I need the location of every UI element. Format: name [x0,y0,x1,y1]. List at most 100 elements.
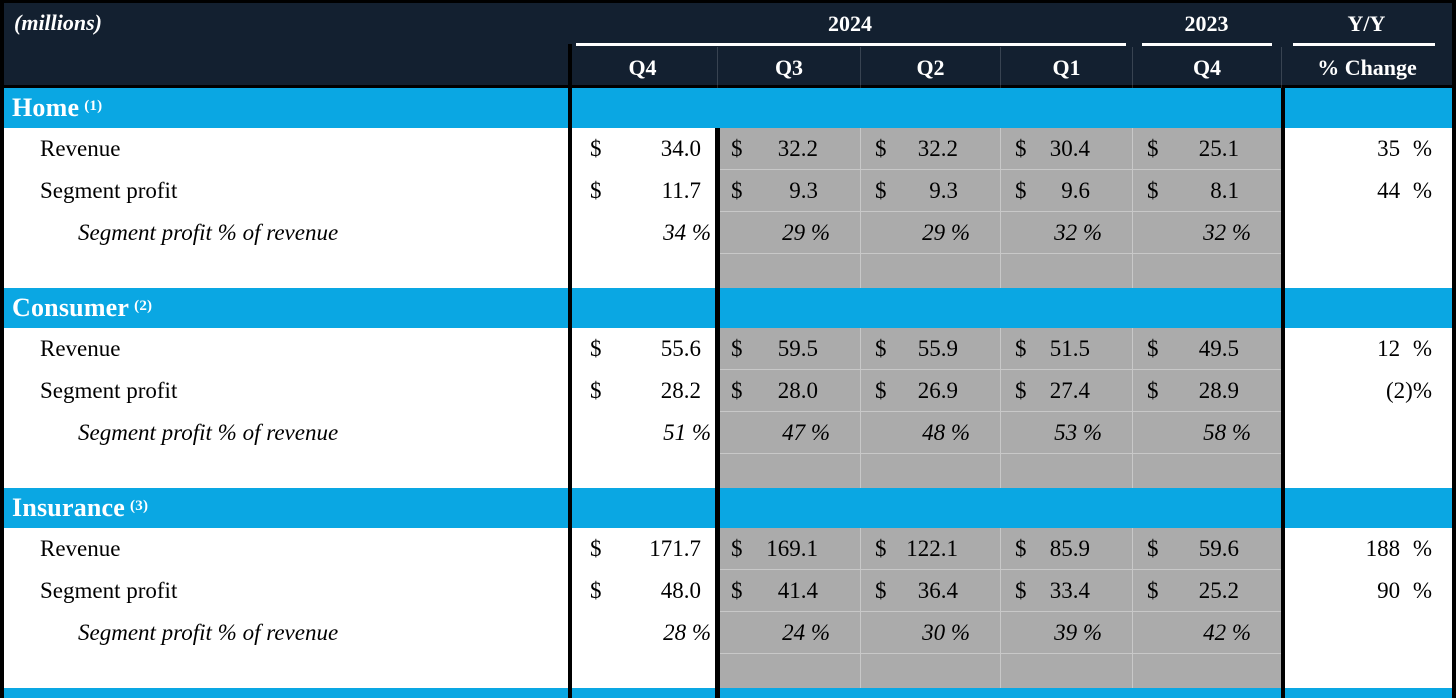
footnote-marker: (3) [130,498,149,514]
currency-symbol: $ [875,577,887,603]
currency-symbol: $ [1147,335,1159,361]
col-header-2024-q2: Q2 [860,47,1000,88]
value: 26.9 [917,377,958,403]
spacer-cell [860,654,1000,688]
cell-2024q1: 32 % [1000,212,1132,254]
underline-2023 [1142,43,1272,46]
spacer-cell [860,254,1000,288]
currency-symbol: $ [1147,535,1159,561]
cell-2024q3: 29 % [717,212,860,254]
col-header-2024-q1: Q1 [1000,47,1132,88]
spacer-cell [717,254,860,288]
year-group-2023: 2023 [1184,11,1229,36]
cell-2023q4: $49.5 [1132,328,1281,370]
currency-symbol: $ [875,335,887,361]
section-title: Home (1) [12,93,103,122]
row-label: Segment profit % of revenue [78,420,339,445]
cell-2024q2: 30 % [860,612,1000,654]
cell-2023q4: $59.6 [1132,528,1281,570]
cell-2024q1: 39 % [1000,612,1132,654]
value: 25.2 [1198,577,1239,603]
cell-yoy: 44 % [1377,178,1432,203]
value: 32.2 [777,135,818,161]
cell-2024q2: 29 % [860,212,1000,254]
value: 55.9 [917,335,958,361]
table-row: Segment profit $11.7 $9.3 $9.3 $9.6 $8.1… [4,170,1452,212]
currency-symbol: $ [731,135,743,161]
value: 11.7 [661,178,701,203]
table-row: Revenue $34.0 $32.2 $32.2 $30.4 $25.1 35… [4,128,1452,170]
row-label: Segment profit [40,378,178,403]
col-header-2024-q3: Q3 [717,47,860,88]
value: 28.2 [660,378,701,403]
table-row: Revenue $55.6 $59.5 $55.9 $51.5 $49.5 12… [4,328,1452,370]
section-header-home: Home (1) [4,88,1452,128]
currency-symbol: $ [875,377,887,403]
footnote-marker: (1) [84,98,103,114]
row-label: Segment profit % of revenue [78,220,339,245]
cell-2024q3: $169.1 [717,528,860,570]
value: 27.4 [1049,377,1090,403]
spacer-cell [717,654,860,688]
cell-yoy: (2)% [1386,378,1432,403]
section-header-insurance: Insurance (3) [4,488,1452,528]
units-note: (millions) [14,10,103,35]
spacer-cell [1000,254,1132,288]
spacer-cell [1000,454,1132,488]
cell-2024q1: $30.4 [1000,128,1132,170]
value: 48.0 [660,578,701,603]
value: 55.6 [660,336,701,361]
value: 28.0 [777,377,818,403]
value: 32.2 [917,135,958,161]
currency-symbol: $ [590,536,602,561]
currency-symbol: $ [875,135,887,161]
footnote-marker: (2) [134,298,153,314]
underline-2024 [576,43,1126,46]
cell-2024q4: 51 % [663,420,711,445]
cell-2023q4: 42 % [1132,612,1281,654]
currency-symbol: $ [731,535,743,561]
spacer-cell [1281,254,1452,288]
value: 33.4 [1049,577,1090,603]
currency-symbol: $ [590,136,602,161]
cell-2024q2: $55.9 [860,328,1000,370]
currency-symbol: $ [1015,577,1027,603]
table-header: (millions) 2024 2023 Y/Y Q4 Q3 Q2 Q1 Q4 … [4,3,1452,88]
cell-2024q2: $122.1 [860,528,1000,570]
spacer-cell [1000,654,1132,688]
currency-symbol: $ [1147,577,1159,603]
row-label: Revenue [40,536,121,561]
spacer-cell [568,654,717,688]
spacer-cell [4,454,568,488]
cell-2024q3: $32.2 [717,128,860,170]
value: 34.0 [660,136,701,161]
value: 9.6 [1061,177,1090,203]
spacer-row [4,254,1452,288]
cell-2024q4: $171.7 [568,528,717,570]
cell-2024q3: 47 % [717,412,860,454]
cell-2024q1: $85.9 [1000,528,1132,570]
cell-2024q2: $26.9 [860,370,1000,412]
row-label: Segment profit [40,178,178,203]
currency-symbol: $ [590,178,602,203]
cell-2024q4: $34.0 [568,128,717,170]
cell-2024q2: 48 % [860,412,1000,454]
cell-2024q4: $28.2 [568,370,717,412]
quarter-header-row: Q4 Q3 Q2 Q1 Q4 % Change [568,47,1452,88]
section-header-partial [4,688,1452,698]
currency-symbol: $ [1015,177,1027,203]
cell-2024q2: $36.4 [860,570,1000,612]
cell-2023q4: 58 % [1132,412,1281,454]
table-row: Segment profit $28.2 $28.0 $26.9 $27.4 $… [4,370,1452,412]
section-title: Insurance (3) [12,493,149,522]
cell-2024q1: $51.5 [1000,328,1132,370]
table-row: Revenue $171.7 $169.1 $122.1 $85.9 $59.6… [4,528,1452,570]
currency-symbol: $ [731,335,743,361]
currency-symbol: $ [590,578,602,603]
spacer-cell [4,254,568,288]
cell-2024q4: $11.7 [568,170,717,212]
cell-2023q4: $28.9 [1132,370,1281,412]
cell-2023q4: $8.1 [1132,170,1281,212]
cell-2024q1: 53 % [1000,412,1132,454]
